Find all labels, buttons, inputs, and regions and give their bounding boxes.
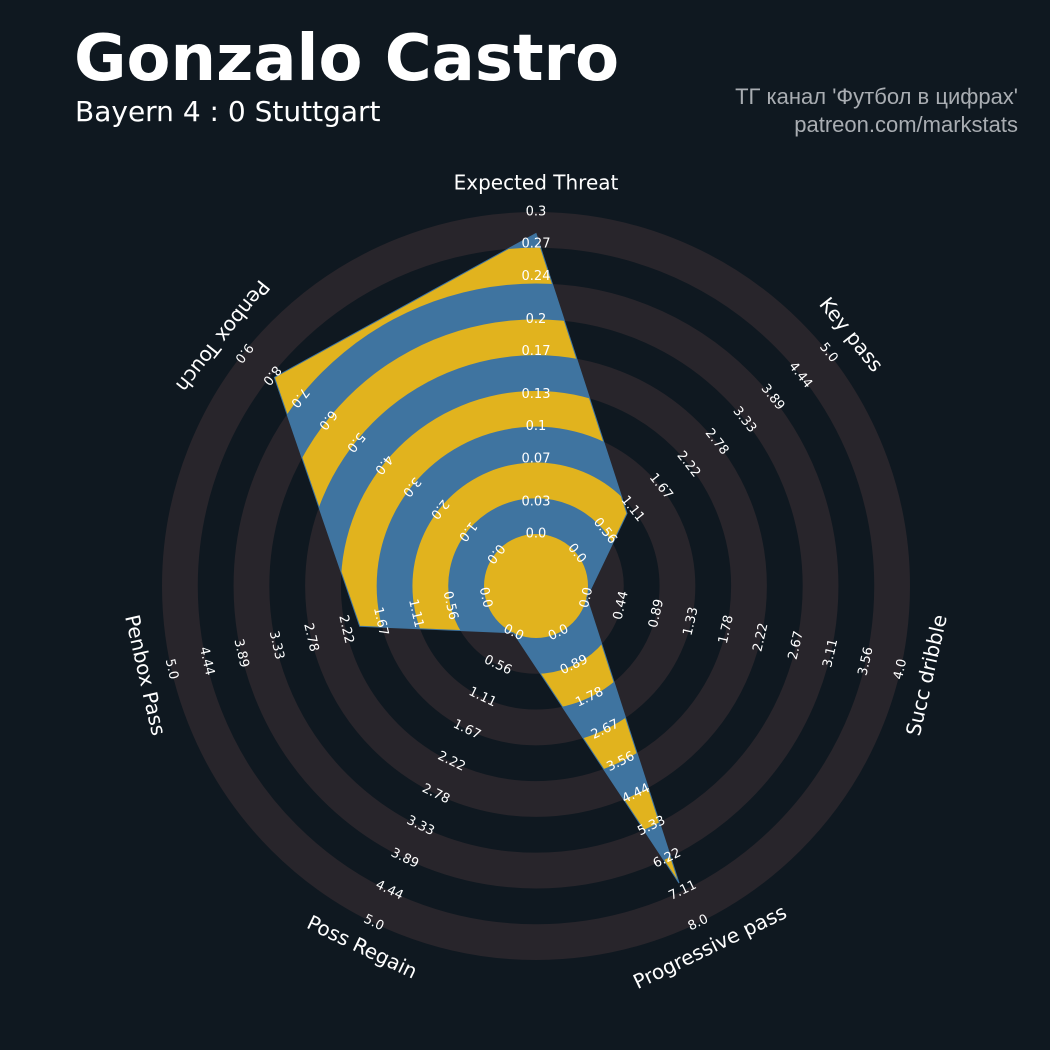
tick-label: 0.1 — [526, 419, 547, 434]
tick-label: 0.56 — [440, 590, 461, 622]
ring — [161, 211, 911, 961]
tick-label: 0.13 — [522, 387, 551, 402]
tick-label: 2.78 — [300, 622, 321, 654]
tick-label: 0.0 — [577, 586, 596, 610]
tick-label: 3.56 — [856, 646, 877, 678]
credit: ТГ канал 'Футбол в цифрах' — [735, 84, 1018, 109]
tick-label: 4.0 — [891, 657, 910, 681]
tick-label: 0.3 — [526, 205, 547, 220]
tick-label: 1.67 — [370, 606, 391, 638]
tick-label: 0.89 — [646, 598, 667, 630]
credit: patreon.com/markstats — [794, 112, 1018, 137]
radar-center — [484, 534, 588, 638]
tick-label: 1.11 — [405, 598, 426, 630]
tick-label: 1.33 — [681, 606, 702, 638]
tick-label: 0.27 — [522, 237, 551, 252]
tick-label: 0.24 — [522, 269, 551, 284]
tick-label: 2.22 — [335, 614, 356, 646]
tick-label: 0.0 — [476, 586, 495, 610]
chart-title: Gonzalo Castro — [74, 22, 619, 96]
tick-label: 1.78 — [716, 614, 737, 646]
tick-label: 5.0 — [162, 657, 181, 681]
tick-label: 3.11 — [820, 637, 841, 669]
tick-label: 2.67 — [786, 630, 807, 662]
tick-label: 0.03 — [522, 494, 551, 509]
tick-label: 0.17 — [522, 344, 551, 359]
tick-label: 4.44 — [196, 645, 217, 677]
chart-subtitle: Bayern 4 : 0 Stuttgart — [75, 95, 380, 128]
tick-label: 3.33 — [266, 630, 287, 662]
tick-label: 3.89 — [231, 638, 252, 670]
tick-label: 2.22 — [750, 622, 771, 654]
tick-label: 0.2 — [526, 312, 547, 327]
param-label: Expected Threat — [454, 171, 619, 195]
tick-label: 0.0 — [526, 527, 547, 542]
tick-label: 0.44 — [611, 590, 632, 622]
radar-area — [273, 232, 680, 884]
tick-label: 0.07 — [522, 451, 551, 466]
